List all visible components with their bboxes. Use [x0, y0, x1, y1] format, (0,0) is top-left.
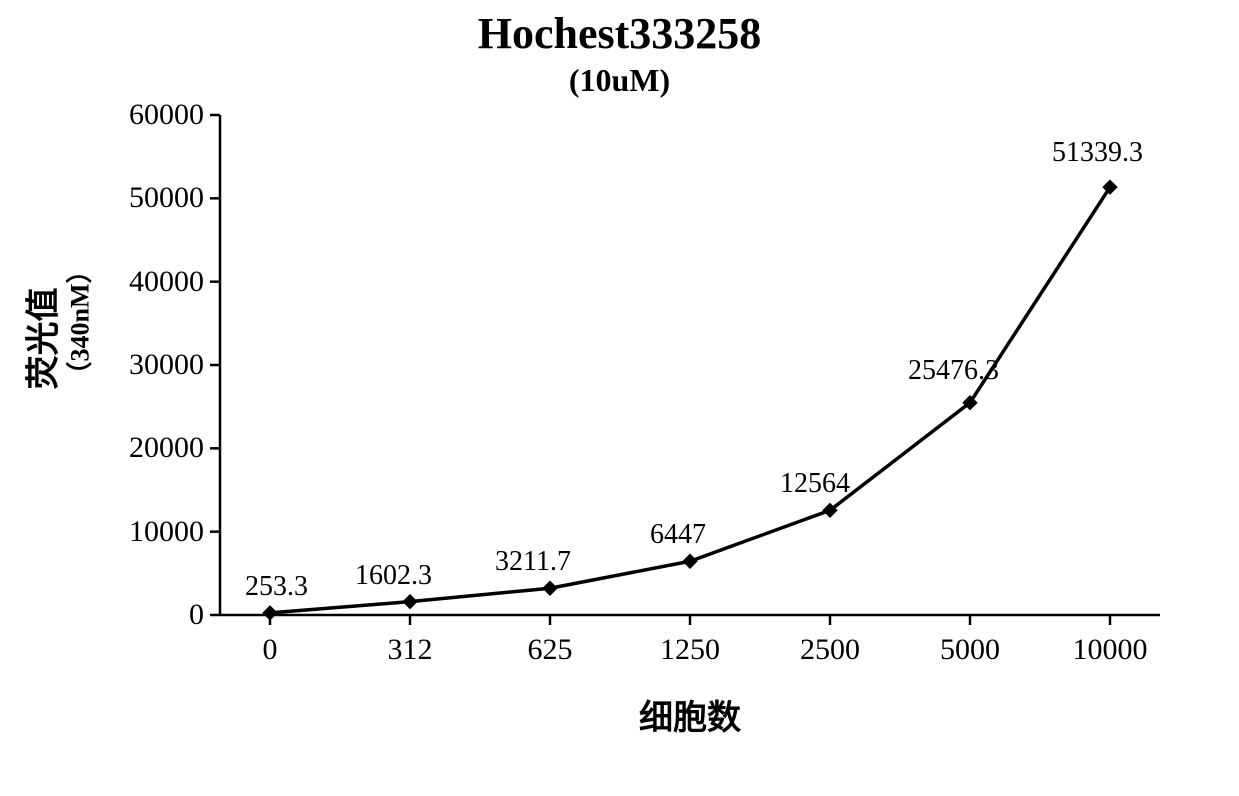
y-axis-label-line2: （340nM）	[60, 348, 97, 388]
y-tick-label: 40000	[129, 265, 204, 299]
x-tick-label: 2500	[770, 633, 890, 667]
y-axis-label-line1: 荧光值	[16, 350, 65, 390]
y-tick-label: 60000	[129, 98, 204, 132]
x-tick-label: 1250	[630, 633, 750, 667]
data-point-label: 6447	[650, 519, 790, 551]
x-tick-label: 5000	[910, 633, 1030, 667]
y-tick-label: 50000	[129, 181, 204, 215]
x-tick-label: 10000	[1050, 633, 1170, 667]
data-point-label: 3211.7	[495, 546, 635, 578]
x-tick-label: 0	[210, 633, 330, 667]
y-tick-label: 20000	[129, 431, 204, 465]
data-point-label: 51339.3	[1052, 137, 1192, 169]
y-tick-label: 10000	[129, 515, 204, 549]
y-tick-label: 0	[189, 598, 204, 632]
x-tick-label: 625	[490, 633, 610, 667]
chart-container: Hochest333258 (10uM) 荧光值 （340nM） 细胞数 010…	[0, 0, 1239, 796]
y-tick-label: 30000	[129, 348, 204, 382]
data-point-label: 12564	[780, 468, 920, 500]
x-tick-label: 312	[350, 633, 470, 667]
data-point-label: 25476.3	[908, 355, 1048, 387]
data-point-label: 1602.3	[355, 560, 495, 592]
x-axis-label: 细胞数	[220, 690, 1160, 739]
